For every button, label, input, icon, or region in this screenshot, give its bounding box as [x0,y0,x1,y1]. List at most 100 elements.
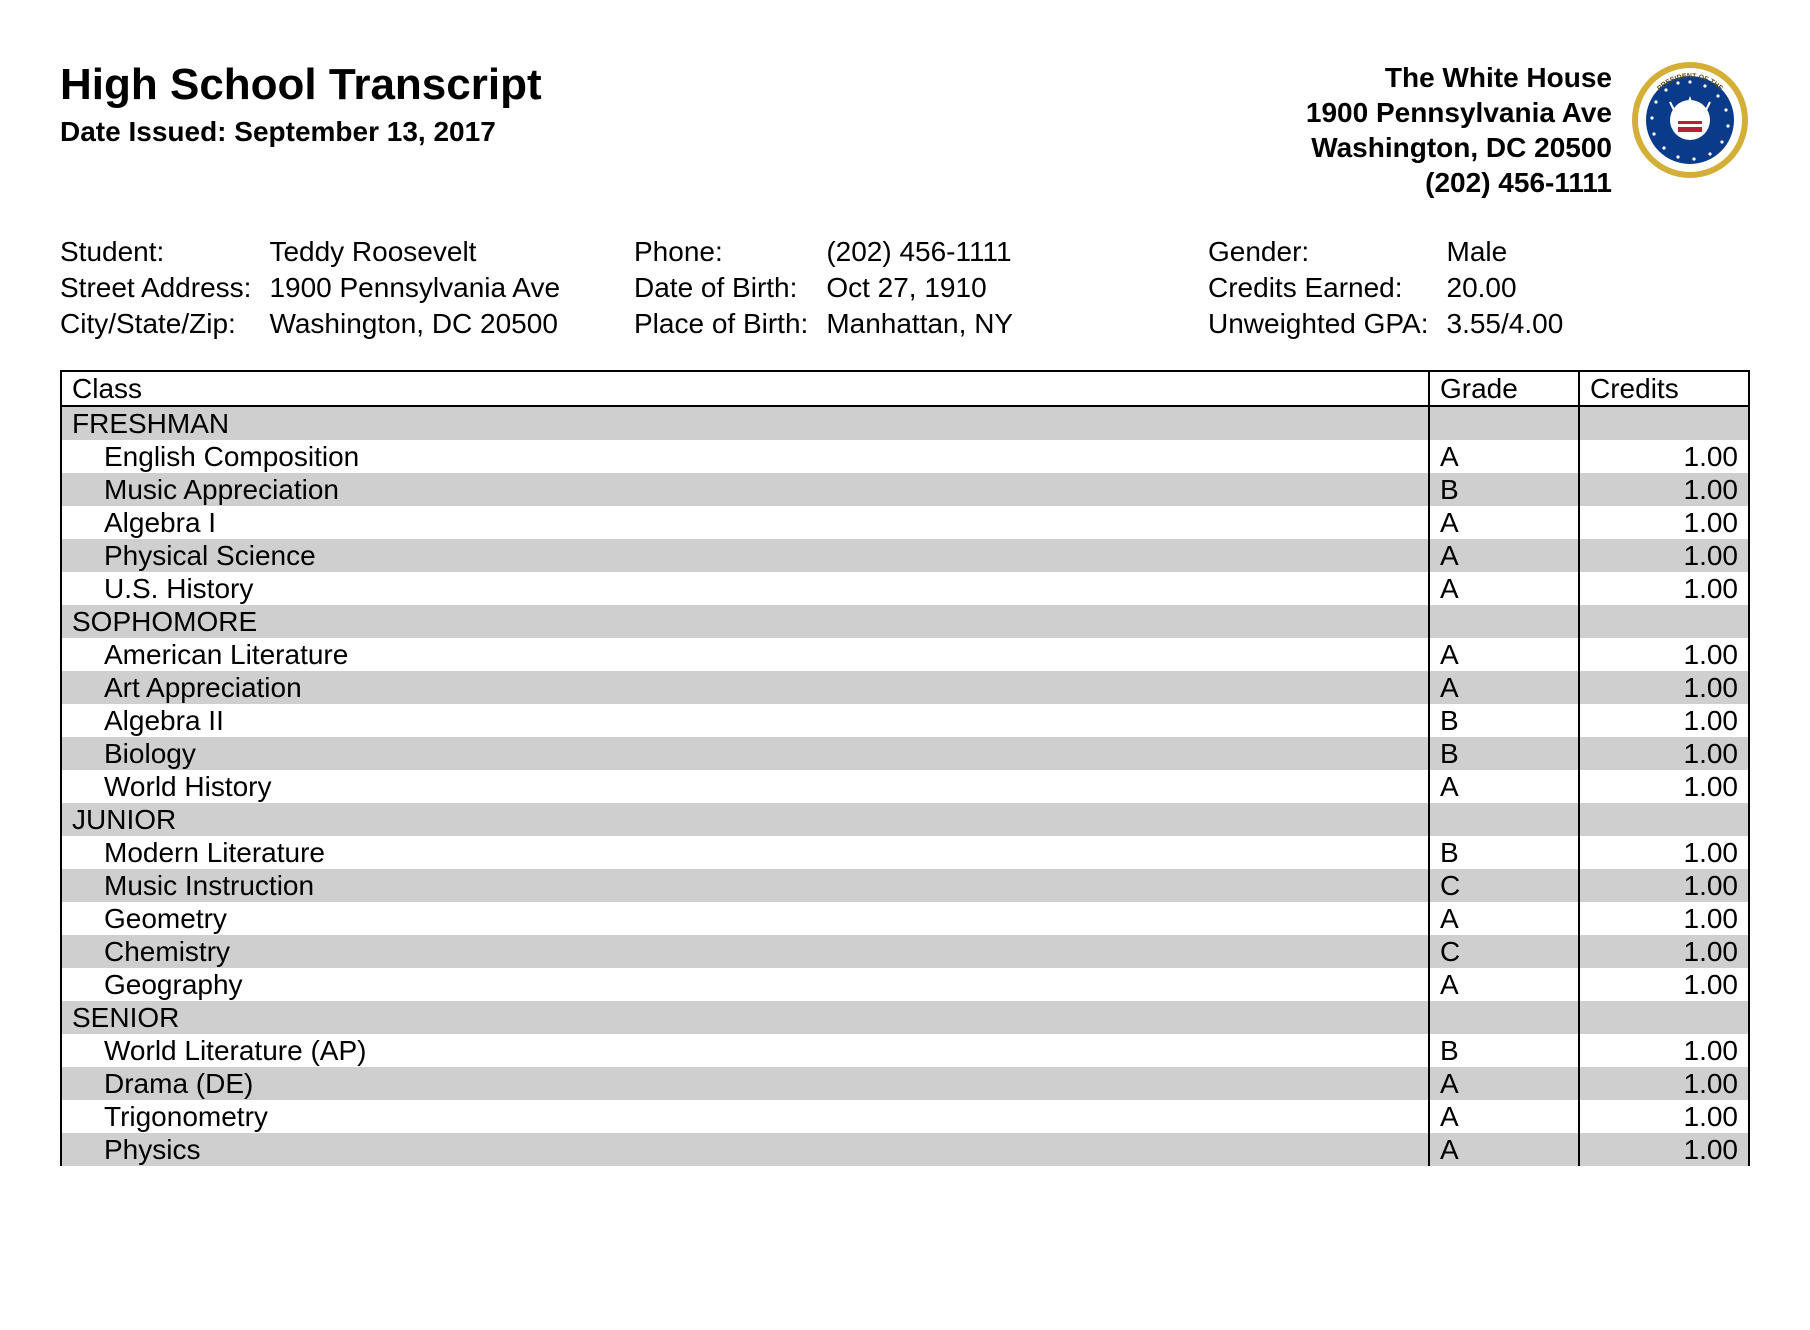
table-row: Modern LiteratureB1.00 [61,836,1749,869]
year-label: JUNIOR [61,803,1429,836]
info-label: City/State/Zip: [60,308,251,340]
table-row: Music InstructionC1.00 [61,869,1749,902]
class-credits: 1.00 [1579,572,1749,605]
class-grade: B [1429,836,1579,869]
table-row: U.S. HistoryA1.00 [61,572,1749,605]
table-row: American LiteratureA1.00 [61,638,1749,671]
class-grade: A [1429,902,1579,935]
class-name: World Literature (AP) [61,1034,1429,1067]
info-label: Credits Earned: [1208,272,1429,304]
info-col-2: Phone: (202) 456-1111 Date of Birth: Oct… [634,236,1176,340]
year-grade-empty [1429,605,1579,638]
page-title: High School Transcript [60,60,542,110]
table-row: Algebra IIB1.00 [61,704,1749,737]
info-value: 3.55/4.00 [1447,308,1751,340]
class-credits: 1.00 [1579,869,1749,902]
info-value: Male [1447,236,1751,268]
class-name: Physics [61,1133,1429,1166]
class-credits: 1.00 [1579,1100,1749,1133]
class-name: Physical Science [61,539,1429,572]
table-row-partial: PhysicsA1.00 [61,1133,1749,1166]
info-value: 20.00 [1447,272,1751,304]
title-block: High School Transcript Date Issued: Sept… [60,60,542,148]
class-credits: 1.00 [1579,440,1749,473]
class-grade: C [1429,869,1579,902]
year-row: SENIOR [61,1001,1749,1034]
info-value: Manhattan, NY [826,308,1176,340]
class-name: Art Appreciation [61,671,1429,704]
info-value: Washington, DC 20500 [269,308,602,340]
class-credits: 1.00 [1579,638,1749,671]
year-label: SENIOR [61,1001,1429,1034]
year-label: FRESHMAN [61,406,1429,440]
class-grade: A [1429,440,1579,473]
class-name: Geometry [61,902,1429,935]
info-value: Teddy Roosevelt [269,236,602,268]
school-street: 1900 Pennsylvania Ave [1306,95,1612,130]
class-name: Drama (DE) [61,1067,1429,1100]
class-credits: 1.00 [1579,968,1749,1001]
school-text: The White House 1900 Pennsylvania Ave Wa… [1306,60,1612,200]
table-row: Art AppreciationA1.00 [61,671,1749,704]
info-value: Oct 27, 1910 [826,272,1176,304]
class-credits: 1.00 [1579,473,1749,506]
date-issued-label: Date Issued: [60,116,234,147]
class-credits: 1.00 [1579,704,1749,737]
class-grade: B [1429,737,1579,770]
info-label: Gender: [1208,236,1429,268]
year-grade-empty [1429,406,1579,440]
year-credits-empty [1579,605,1749,638]
info-label: Place of Birth: [634,308,808,340]
table-row: Music AppreciationB1.00 [61,473,1749,506]
class-grade: B [1429,704,1579,737]
year-row: FRESHMAN [61,406,1749,440]
presidential-seal-icon: PRESIDENT OF THE [1630,60,1750,180]
class-credits: 1.00 [1579,935,1749,968]
class-name: Geography [61,968,1429,1001]
class-name: Algebra I [61,506,1429,539]
class-grade: A [1429,506,1579,539]
class-credits: 1.00 [1579,1067,1749,1100]
class-name: U.S. History [61,572,1429,605]
class-grade: A [1429,1100,1579,1133]
date-issued-value: September 13, 2017 [234,116,496,147]
class-grade: A [1429,1133,1579,1166]
class-credits: 1.00 [1579,1133,1749,1166]
table-row: World HistoryA1.00 [61,770,1749,803]
header: High School Transcript Date Issued: Sept… [60,60,1750,200]
school-name: The White House [1306,60,1612,95]
year-grade-empty [1429,803,1579,836]
class-grade: A [1429,671,1579,704]
year-credits-empty [1579,406,1749,440]
class-credits: 1.00 [1579,770,1749,803]
info-value: (202) 456-1111 [826,236,1176,268]
info-label: Phone: [634,236,808,268]
year-credits-empty [1579,803,1749,836]
class-grade: A [1429,572,1579,605]
table-row: World Literature (AP)B1.00 [61,1034,1749,1067]
table-row: English CompositionA1.00 [61,440,1749,473]
table-row: BiologyB1.00 [61,737,1749,770]
info-label: Date of Birth: [634,272,808,304]
class-name: American Literature [61,638,1429,671]
class-grade: B [1429,473,1579,506]
year-credits-empty [1579,1001,1749,1034]
info-value: 1900 Pennsylvania Ave [269,272,602,304]
class-name: Biology [61,737,1429,770]
info-label: Student: [60,236,251,268]
table-row: GeographyA1.00 [61,968,1749,1001]
table-row: GeometryA1.00 [61,902,1749,935]
class-credits: 1.00 [1579,902,1749,935]
class-name: Music Instruction [61,869,1429,902]
class-name: English Composition [61,440,1429,473]
class-grade: A [1429,1067,1579,1100]
date-issued: Date Issued: September 13, 2017 [60,116,542,148]
school-phone: (202) 456-1111 [1306,165,1612,200]
school-citystatezip: Washington, DC 20500 [1306,130,1612,165]
transcript-table: Class Grade Credits FRESHMANEnglish Comp… [60,370,1750,1166]
table-body: FRESHMANEnglish CompositionA1.00Music Ap… [61,406,1749,1166]
class-grade: B [1429,1034,1579,1067]
class-credits: 1.00 [1579,671,1749,704]
class-credits: 1.00 [1579,836,1749,869]
year-row: JUNIOR [61,803,1749,836]
